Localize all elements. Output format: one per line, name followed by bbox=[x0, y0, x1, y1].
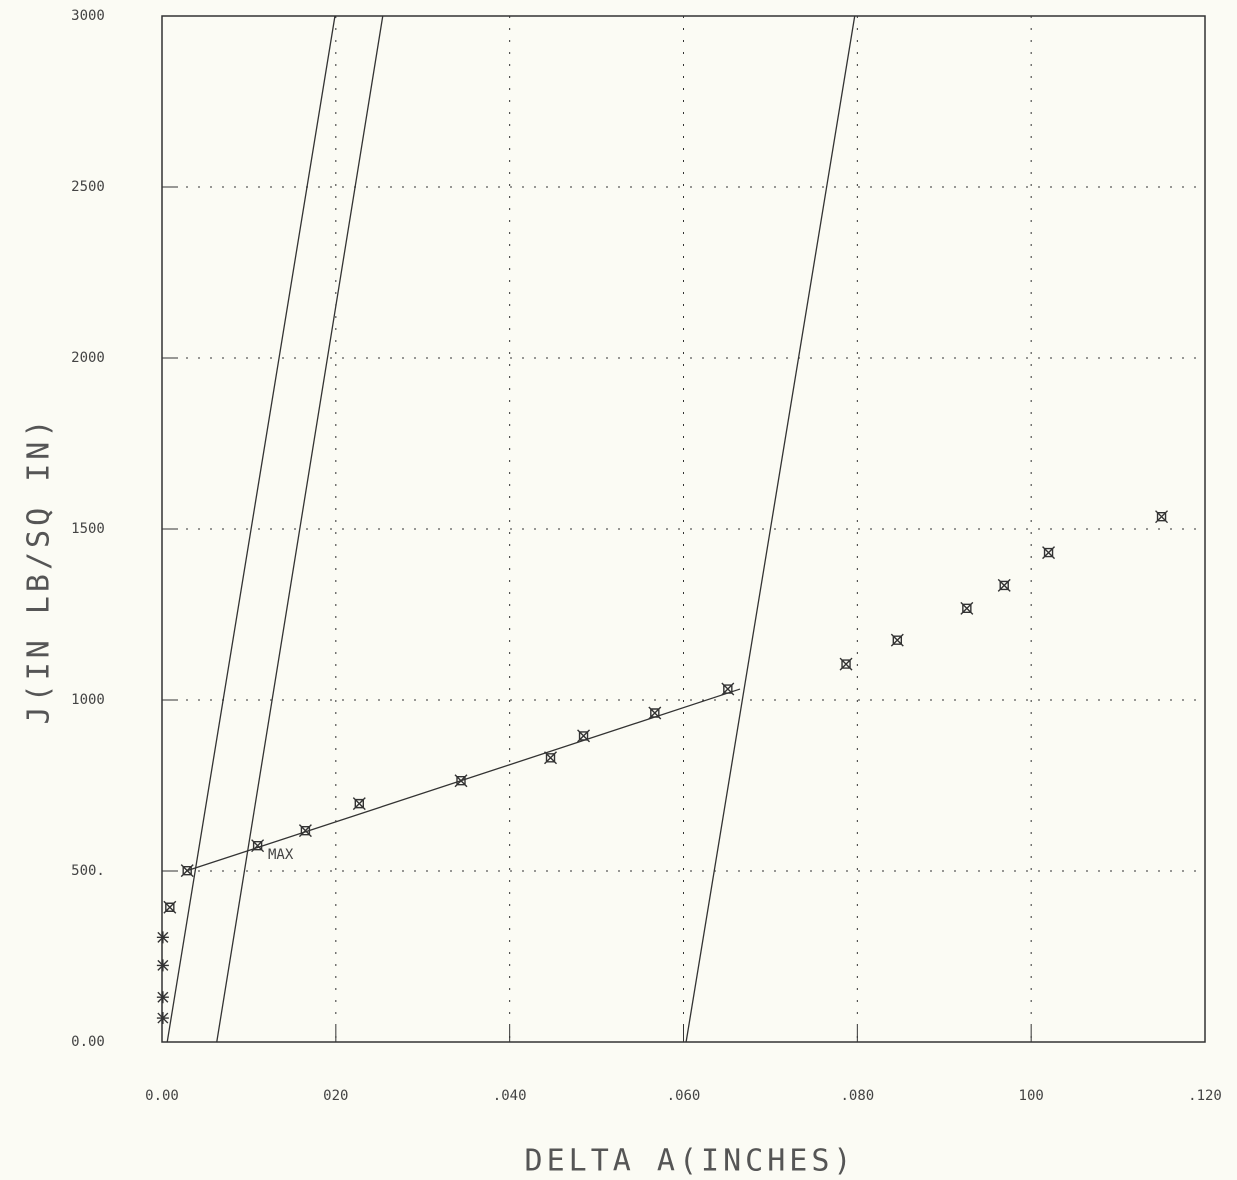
y-tick-label: 2500 bbox=[71, 179, 105, 195]
fit-line bbox=[685, 15, 856, 1043]
x-tick-label: .040 bbox=[493, 1088, 527, 1104]
data-point bbox=[352, 797, 366, 811]
data-point bbox=[544, 751, 558, 765]
x-tick-label: .080 bbox=[840, 1088, 874, 1104]
data-point bbox=[1042, 546, 1056, 560]
annotation: MAX bbox=[268, 847, 294, 863]
data-point bbox=[251, 839, 265, 853]
marker bbox=[163, 900, 177, 914]
data-point bbox=[960, 601, 974, 615]
y-tick-label: 500. bbox=[71, 863, 105, 879]
fit-line bbox=[187, 688, 741, 872]
marker bbox=[156, 1012, 169, 1025]
marker bbox=[997, 578, 1011, 592]
data-point bbox=[180, 864, 194, 878]
x-axis-title: DELTA A(INCHES) bbox=[525, 1144, 856, 1179]
fit-line bbox=[216, 15, 384, 1043]
marker bbox=[298, 824, 312, 838]
data-point bbox=[156, 931, 169, 944]
x-tick-label: 020 bbox=[323, 1088, 348, 1104]
marker bbox=[156, 959, 169, 972]
marker bbox=[1155, 510, 1169, 524]
fit-line bbox=[166, 15, 336, 1043]
x-tick-label: 0.00 bbox=[145, 1088, 179, 1104]
marker bbox=[454, 774, 468, 788]
x-tick-label: .060 bbox=[667, 1088, 701, 1104]
data-point bbox=[648, 706, 662, 720]
y-tick-label: 2000 bbox=[71, 350, 105, 366]
y-tick-label: 1000 bbox=[71, 692, 105, 708]
marker bbox=[839, 657, 853, 671]
data-point bbox=[997, 578, 1011, 592]
y-tick-label: 3000 bbox=[71, 8, 105, 24]
marker bbox=[721, 682, 735, 696]
data-point bbox=[454, 774, 468, 788]
marker bbox=[577, 729, 591, 743]
marker bbox=[1042, 546, 1056, 560]
y-tick-label: 0.00 bbox=[71, 1034, 105, 1050]
x-tick-label: .120 bbox=[1188, 1088, 1222, 1104]
x-tick-label: 100 bbox=[1019, 1088, 1044, 1104]
marker bbox=[648, 706, 662, 720]
data-point bbox=[577, 729, 591, 743]
data-point bbox=[839, 657, 853, 671]
marker bbox=[156, 931, 169, 944]
marker bbox=[960, 601, 974, 615]
data-point bbox=[890, 633, 904, 647]
data-point bbox=[298, 824, 312, 838]
marker bbox=[180, 864, 194, 878]
data-point bbox=[163, 900, 177, 914]
data-point bbox=[156, 991, 169, 1004]
data-point bbox=[156, 1012, 169, 1025]
marker bbox=[156, 991, 169, 1004]
marker bbox=[544, 751, 558, 765]
marker bbox=[251, 839, 265, 853]
marker bbox=[890, 633, 904, 647]
data-point bbox=[156, 959, 169, 972]
y-axis-title: J(IN LB/SQ IN) bbox=[22, 416, 57, 725]
marker bbox=[352, 797, 366, 811]
data-point bbox=[721, 682, 735, 696]
data-point bbox=[1155, 510, 1169, 524]
y-tick-label: 1500 bbox=[71, 521, 105, 537]
